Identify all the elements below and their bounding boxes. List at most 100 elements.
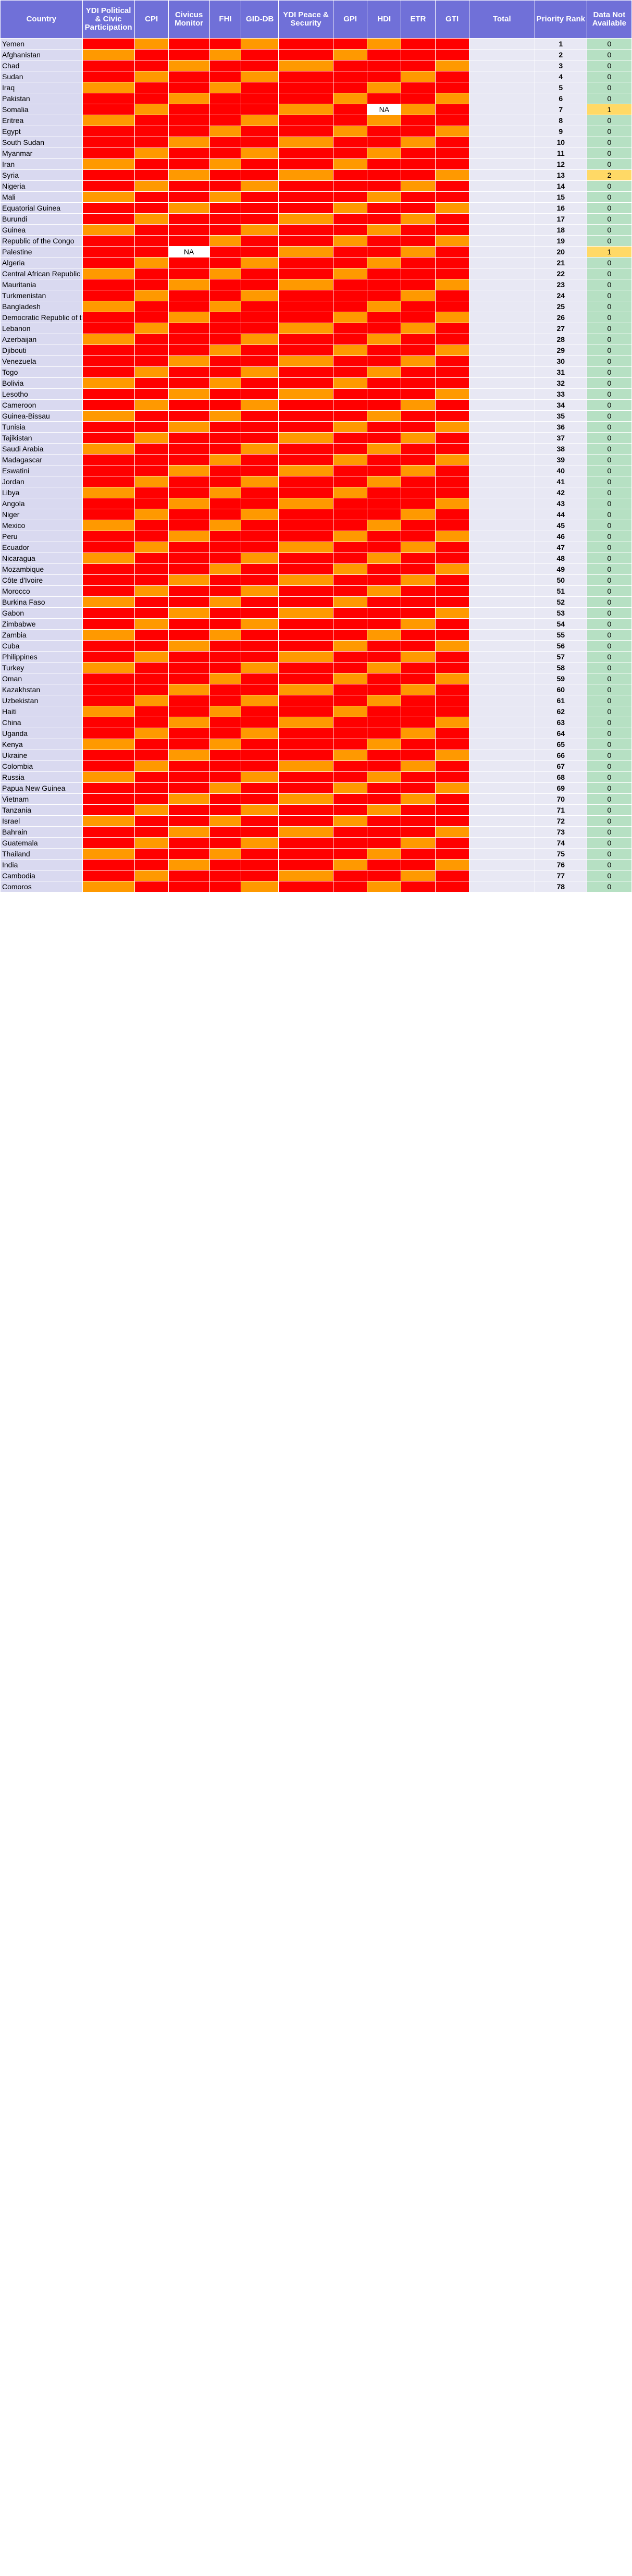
table-row: Bangladesh 25 0: [0, 301, 632, 312]
table-row: Saudi Arabia 38 0: [0, 443, 632, 455]
column-header: ETR: [401, 0, 436, 39]
data-not-available-cell: 0: [586, 596, 632, 608]
score-cell: [168, 585, 210, 597]
score-cell: [134, 640, 169, 652]
priority-rank-cell: 1: [534, 38, 587, 50]
priority-rank-cell: 36: [534, 421, 587, 433]
score-cell: [82, 388, 135, 400]
score-cell: [278, 432, 334, 444]
score-cell: [367, 202, 402, 214]
table-row: Republic of the Congo 19 0: [0, 235, 632, 247]
score-cell: [435, 574, 469, 586]
priority-rank-cell: 67: [534, 760, 587, 772]
score-cell: [82, 771, 135, 783]
score-cell: [333, 38, 368, 50]
score-cell: [435, 793, 469, 805]
table-row: Jordan 41 0: [0, 476, 632, 487]
country-cell: Russia: [0, 771, 83, 783]
score-cell: [367, 38, 402, 50]
table-row: Central African Republic 22 0: [0, 268, 632, 279]
score-cell: [333, 574, 368, 586]
score-cell: [367, 673, 402, 684]
score-cell: [333, 804, 368, 816]
total-cell: [468, 169, 535, 181]
score-cell: [435, 640, 469, 652]
score-cell: [435, 366, 469, 378]
score-cell: [367, 137, 402, 148]
priority-rank-cell: 2: [534, 49, 587, 60]
score-cell: [168, 695, 210, 706]
data-not-available-cell: 0: [586, 388, 632, 400]
total-cell: [468, 432, 535, 444]
score-cell: [401, 301, 436, 312]
score-cell: [278, 520, 334, 531]
score-cell: [401, 837, 436, 849]
score-cell: [241, 180, 279, 192]
column-header: CPI: [134, 0, 169, 39]
score-cell: [333, 355, 368, 367]
score-cell: [82, 355, 135, 367]
score-cell: [367, 476, 402, 487]
score-cell: [401, 115, 436, 126]
total-cell: [468, 793, 535, 805]
data-not-available-cell: 0: [586, 224, 632, 236]
score-cell: [241, 848, 279, 860]
score-cell: [241, 377, 279, 389]
score-cell: [367, 739, 402, 750]
score-cell: [367, 388, 402, 400]
priority-rank-cell: 26: [534, 312, 587, 323]
priority-rank-cell: 12: [534, 158, 587, 170]
priority-rank-cell: 29: [534, 345, 587, 356]
data-not-available-cell: 0: [586, 454, 632, 465]
score-cell: [401, 673, 436, 684]
score-cell: [401, 509, 436, 520]
total-cell: [468, 476, 535, 487]
score-cell: [168, 618, 210, 630]
score-cell: [241, 49, 279, 60]
score-cell: [134, 498, 169, 509]
score-cell: [435, 345, 469, 356]
score-cell: [367, 49, 402, 60]
column-header: YDI Peace & Security: [278, 0, 334, 39]
score-cell: [82, 432, 135, 444]
score-cell: [82, 596, 135, 608]
score-cell: [209, 148, 242, 159]
score-cell: [134, 323, 169, 334]
score-cell: [241, 71, 279, 82]
score-cell: [134, 673, 169, 684]
score-cell: [367, 618, 402, 630]
score-cell: [435, 728, 469, 739]
score-cell: [209, 301, 242, 312]
score-cell: [401, 760, 436, 772]
score-cell: [333, 279, 368, 290]
score-cell: [82, 684, 135, 695]
score-cell: [333, 782, 368, 794]
table-row: Colombia 67 0: [0, 760, 632, 772]
table-row: Nicaragua 48 0: [0, 553, 632, 564]
score-cell: [401, 49, 436, 60]
score-cell: [241, 410, 279, 422]
column-header: GTI: [435, 0, 469, 39]
score-cell: [333, 465, 368, 476]
score-cell: [241, 323, 279, 334]
total-cell: [468, 399, 535, 411]
country-cell: Nicaragua: [0, 553, 83, 564]
score-cell: [209, 870, 242, 881]
total-cell: [468, 520, 535, 531]
total-cell: [468, 607, 535, 619]
score-cell: [134, 355, 169, 367]
priority-rank-cell: 59: [534, 673, 587, 684]
score-cell: [367, 815, 402, 827]
score-cell: [134, 443, 169, 455]
score-cell: [367, 312, 402, 323]
score-cell: [278, 323, 334, 334]
score-cell: [401, 520, 436, 531]
score-cell: [401, 246, 436, 257]
priority-rank-cell: 77: [534, 870, 587, 881]
table-row: South Sudan 10 0: [0, 137, 632, 148]
score-cell: [367, 345, 402, 356]
score-cell: [82, 760, 135, 772]
score-cell: [209, 268, 242, 279]
score-cell: [435, 268, 469, 279]
score-cell: [278, 301, 334, 312]
